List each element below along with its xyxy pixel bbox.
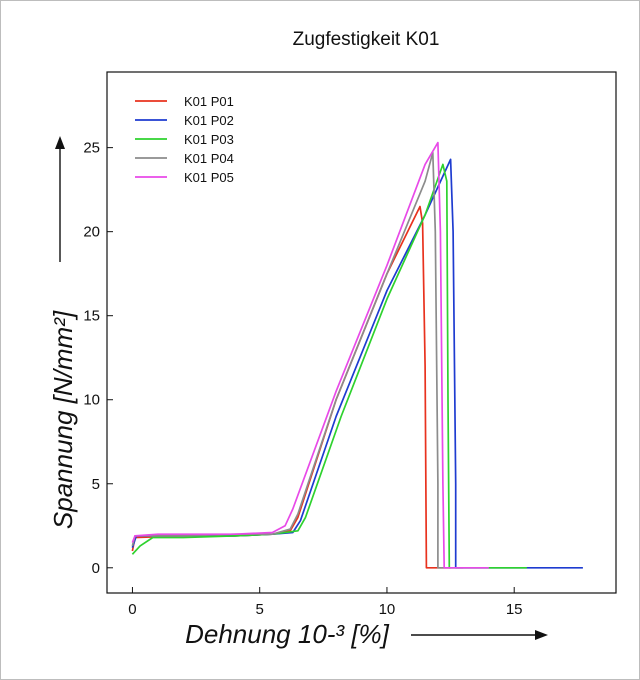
legend-item: K01 P04 [135,151,234,166]
x-axis-label: Dehnung 10-³ [%] [185,619,390,649]
legend-item: K01 P05 [135,170,234,185]
legend-label: K01 P05 [184,170,234,185]
y-tick-label: 10 [83,392,100,409]
legend-label: K01 P04 [184,151,234,166]
series-line-k01-p03 [131,163,527,569]
x-tick-label: 10 [379,601,396,618]
y-tick-label: 20 [83,224,100,241]
legend-item: K01 P01 [135,94,234,109]
legend: K01 P01 K01 P02 K01 P03 K01 P04 K01 P05 [135,94,234,185]
y-tick-label: 15 [83,308,100,325]
x-tick-label: 5 [256,601,264,618]
y-tick-label: 5 [92,476,100,493]
series-line-k01-p02 [131,158,583,569]
legend-item: K01 P03 [135,132,234,147]
legend-label: K01 P03 [184,132,234,147]
chart-title: Zugfestigkeit K01 [293,29,440,50]
y-tick-label: 0 [92,560,100,577]
plot-area [106,71,617,594]
x-tick-label: 15 [506,601,523,618]
legend-item: K01 P02 [135,113,234,128]
x-axis-arrow [411,630,548,640]
y-axis-arrow [55,136,65,262]
y-tick-label: 25 [83,140,100,157]
series-line-k01-p05 [131,141,489,569]
axis-ticks: 0 5 10 15 0 5 10 15 20 25 [83,140,522,618]
legend-label: K01 P02 [184,113,234,128]
series-line-k01-p04 [131,151,464,569]
series-layer [131,141,583,569]
y-axis-label: Spannung [N/mm²] [48,310,78,529]
x-tick-label: 0 [128,601,136,618]
legend-label: K01 P01 [184,94,234,109]
